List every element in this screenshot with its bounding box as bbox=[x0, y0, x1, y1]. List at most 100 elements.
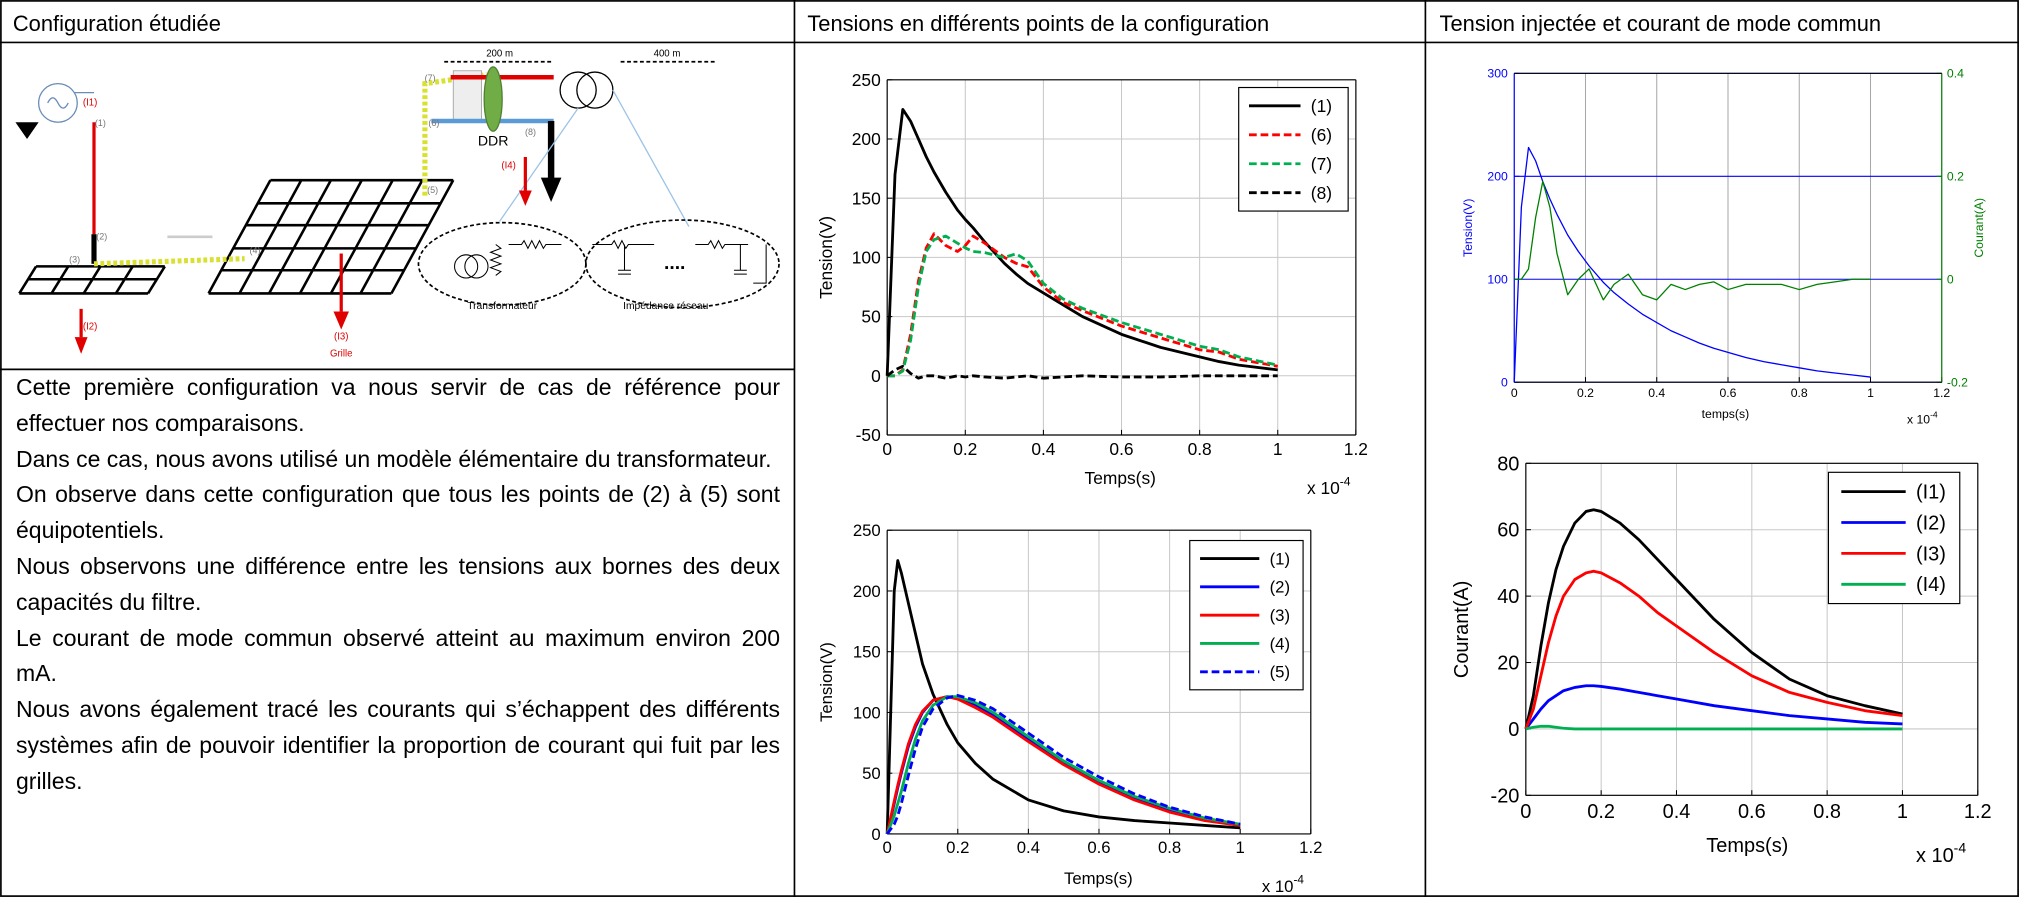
x-tick-label: 0.2 bbox=[1587, 801, 1615, 823]
y-tick-label: 60 bbox=[1497, 520, 1519, 542]
legend-label: (7) bbox=[1311, 154, 1332, 174]
legend-label: (2) bbox=[1270, 578, 1290, 597]
paragraph: Le courant de mode commun observé attein… bbox=[16, 624, 780, 687]
y2-tick-label: 0 bbox=[1947, 273, 1954, 287]
x-multiplier: x 10-4 bbox=[1262, 873, 1305, 895]
paragraph: Dans ce cas, nous avons utilisé un modèl… bbox=[16, 445, 772, 472]
x-tick-label: 0.8 bbox=[1813, 801, 1841, 823]
diagram-label: .... bbox=[664, 253, 685, 274]
x-multiplier: x 10-4 bbox=[1916, 839, 1966, 867]
legend-label: (1) bbox=[1311, 96, 1332, 116]
legend-label: (4) bbox=[1270, 634, 1290, 653]
y-axis-label: Tension(V) bbox=[816, 216, 836, 299]
y-tick-label: -20 bbox=[1491, 785, 1520, 807]
chart: 0 0.2 0.4 0.6 0.8 1 1.2 0 50 100 150 200 250 Temps(s)… bbox=[817, 521, 1323, 896]
diagram-label: (I1) bbox=[83, 98, 97, 109]
legend-box bbox=[1238, 86, 1349, 212]
x-multiplier: x 10-4 bbox=[1307, 475, 1351, 499]
x-tick-label: 0.8 bbox=[1188, 439, 1212, 459]
paragraph: Nous observons une différence entre les … bbox=[16, 552, 780, 615]
x-tick-label: 0.2 bbox=[946, 838, 969, 857]
diagram-label: (2) bbox=[96, 231, 107, 241]
y-tick-label: 20 bbox=[1497, 653, 1519, 675]
chart: 0 0.2 0.4 0.6 0.8 1 1.2-50050100150200250Temps… bbox=[816, 70, 1368, 498]
series-line bbox=[886, 364, 1278, 380]
multiplier-base: x 10 bbox=[1262, 877, 1294, 896]
x-tick-label: 0.6 bbox=[1738, 801, 1766, 823]
chart: 0 0.2 0.4 0.6 0.8 1 1.2 0 100 200 300 -0.2 0 0.2 0.4 te… bbox=[1461, 67, 1986, 427]
y-tick-label: 200 bbox=[1487, 170, 1508, 184]
series-line bbox=[1525, 724, 1903, 731]
x-tick-label: 0 bbox=[883, 838, 892, 857]
y-tick-label: 100 bbox=[1487, 273, 1508, 287]
paragraph: On observe dans cette configuration que … bbox=[16, 481, 780, 544]
x-tick-label: 1 bbox=[1867, 386, 1874, 400]
y-tick-label: 150 bbox=[853, 643, 881, 662]
diagram-label: (I2) bbox=[83, 321, 97, 332]
legend-box bbox=[1827, 471, 1961, 605]
diagram-label: (7) bbox=[425, 73, 436, 83]
series-line bbox=[1524, 508, 1903, 730]
legend-label: (5) bbox=[1270, 663, 1290, 682]
y-tick-label: 200 bbox=[853, 582, 881, 601]
x-tick-label: 1 bbox=[1897, 801, 1908, 823]
y2-tick-label: -0.2 bbox=[1947, 376, 1968, 390]
x-tick-label: 1.2 bbox=[1964, 801, 1992, 823]
x-axis-label: Temps(s) bbox=[1085, 468, 1156, 488]
y-axis-label: Tension(V) bbox=[1461, 199, 1475, 257]
series-line bbox=[886, 694, 1241, 835]
y-tick-label: 100 bbox=[853, 703, 881, 722]
x-tick-label: 0 bbox=[882, 439, 892, 459]
chart: 0 0.2 0.4 0.6 0.8 1 1.2-20020406080Temps(s)Cou… bbox=[1451, 453, 1992, 867]
x-multiplier: x 10-4 bbox=[1907, 409, 1938, 426]
x-tick-label: 0.4 bbox=[1017, 838, 1040, 857]
legend-label: (8) bbox=[1311, 183, 1332, 203]
multiplier-base: x 10 bbox=[1907, 412, 1930, 426]
series-line bbox=[1513, 146, 1871, 383]
x-tick-label: 0.4 bbox=[1663, 801, 1691, 823]
column-header: Tension injectée et courant de mode comm… bbox=[1440, 11, 1882, 36]
multiplier-exponent: -4 bbox=[1930, 409, 1938, 419]
x-tick-label: 0.4 bbox=[1031, 439, 1055, 459]
x-tick-label: 1 bbox=[1236, 838, 1245, 857]
legend-label: (I4) bbox=[1916, 574, 1946, 596]
series-line bbox=[885, 107, 1278, 376]
diagram-label: (4) bbox=[249, 246, 260, 256]
multiplier-exponent: -4 bbox=[1293, 873, 1304, 886]
y-tick-label: 40 bbox=[1497, 586, 1519, 608]
diagram-label: (6) bbox=[428, 118, 439, 128]
x-tick-label: 0.6 bbox=[1719, 386, 1736, 400]
y-tick-label: 80 bbox=[1497, 453, 1519, 475]
column-header: Tensions en différents points de la conf… bbox=[807, 11, 1269, 36]
x-tick-label: 0 bbox=[1511, 386, 1518, 400]
legend-label: (3) bbox=[1270, 606, 1290, 625]
x-tick-label: 1.2 bbox=[1933, 386, 1950, 400]
diagram-label: 400 m bbox=[654, 49, 681, 60]
y-tick-label: -50 bbox=[856, 425, 881, 445]
y-tick-label: 300 bbox=[1487, 67, 1508, 81]
column-header: Configuration étudiée bbox=[13, 11, 221, 36]
diagram-label: 200 m bbox=[486, 49, 513, 60]
y-tick-label: 250 bbox=[853, 521, 881, 540]
diagram-label: Impédance réseau bbox=[623, 301, 708, 312]
y2-tick-label: 0.2 bbox=[1947, 170, 1964, 184]
x-tick-label: 1 bbox=[1273, 439, 1283, 459]
x-axis-label: Temps(s) bbox=[1064, 869, 1133, 888]
diagram-label: (5) bbox=[427, 185, 438, 195]
y-tick-label: 200 bbox=[852, 129, 881, 149]
x-tick-label: 0.8 bbox=[1791, 386, 1808, 400]
x-tick-label: 0.6 bbox=[1109, 439, 1133, 459]
diagram-label: DDR bbox=[478, 133, 509, 149]
x-tick-label: 0.2 bbox=[1577, 386, 1594, 400]
diagram-label: (3) bbox=[69, 255, 80, 265]
legend-label: (I3) bbox=[1916, 543, 1946, 565]
x-tick-label: 0.8 bbox=[1158, 838, 1181, 857]
series-line bbox=[1514, 180, 1871, 301]
y2-axis-label: Courant(A) bbox=[1972, 198, 1986, 258]
x-tick-label: 0.6 bbox=[1087, 838, 1110, 857]
text-block: Cette première configuration va nous ser… bbox=[16, 370, 780, 800]
diagram bbox=[15, 60, 780, 354]
paragraph: Cette première configuration va nous ser… bbox=[16, 374, 780, 436]
